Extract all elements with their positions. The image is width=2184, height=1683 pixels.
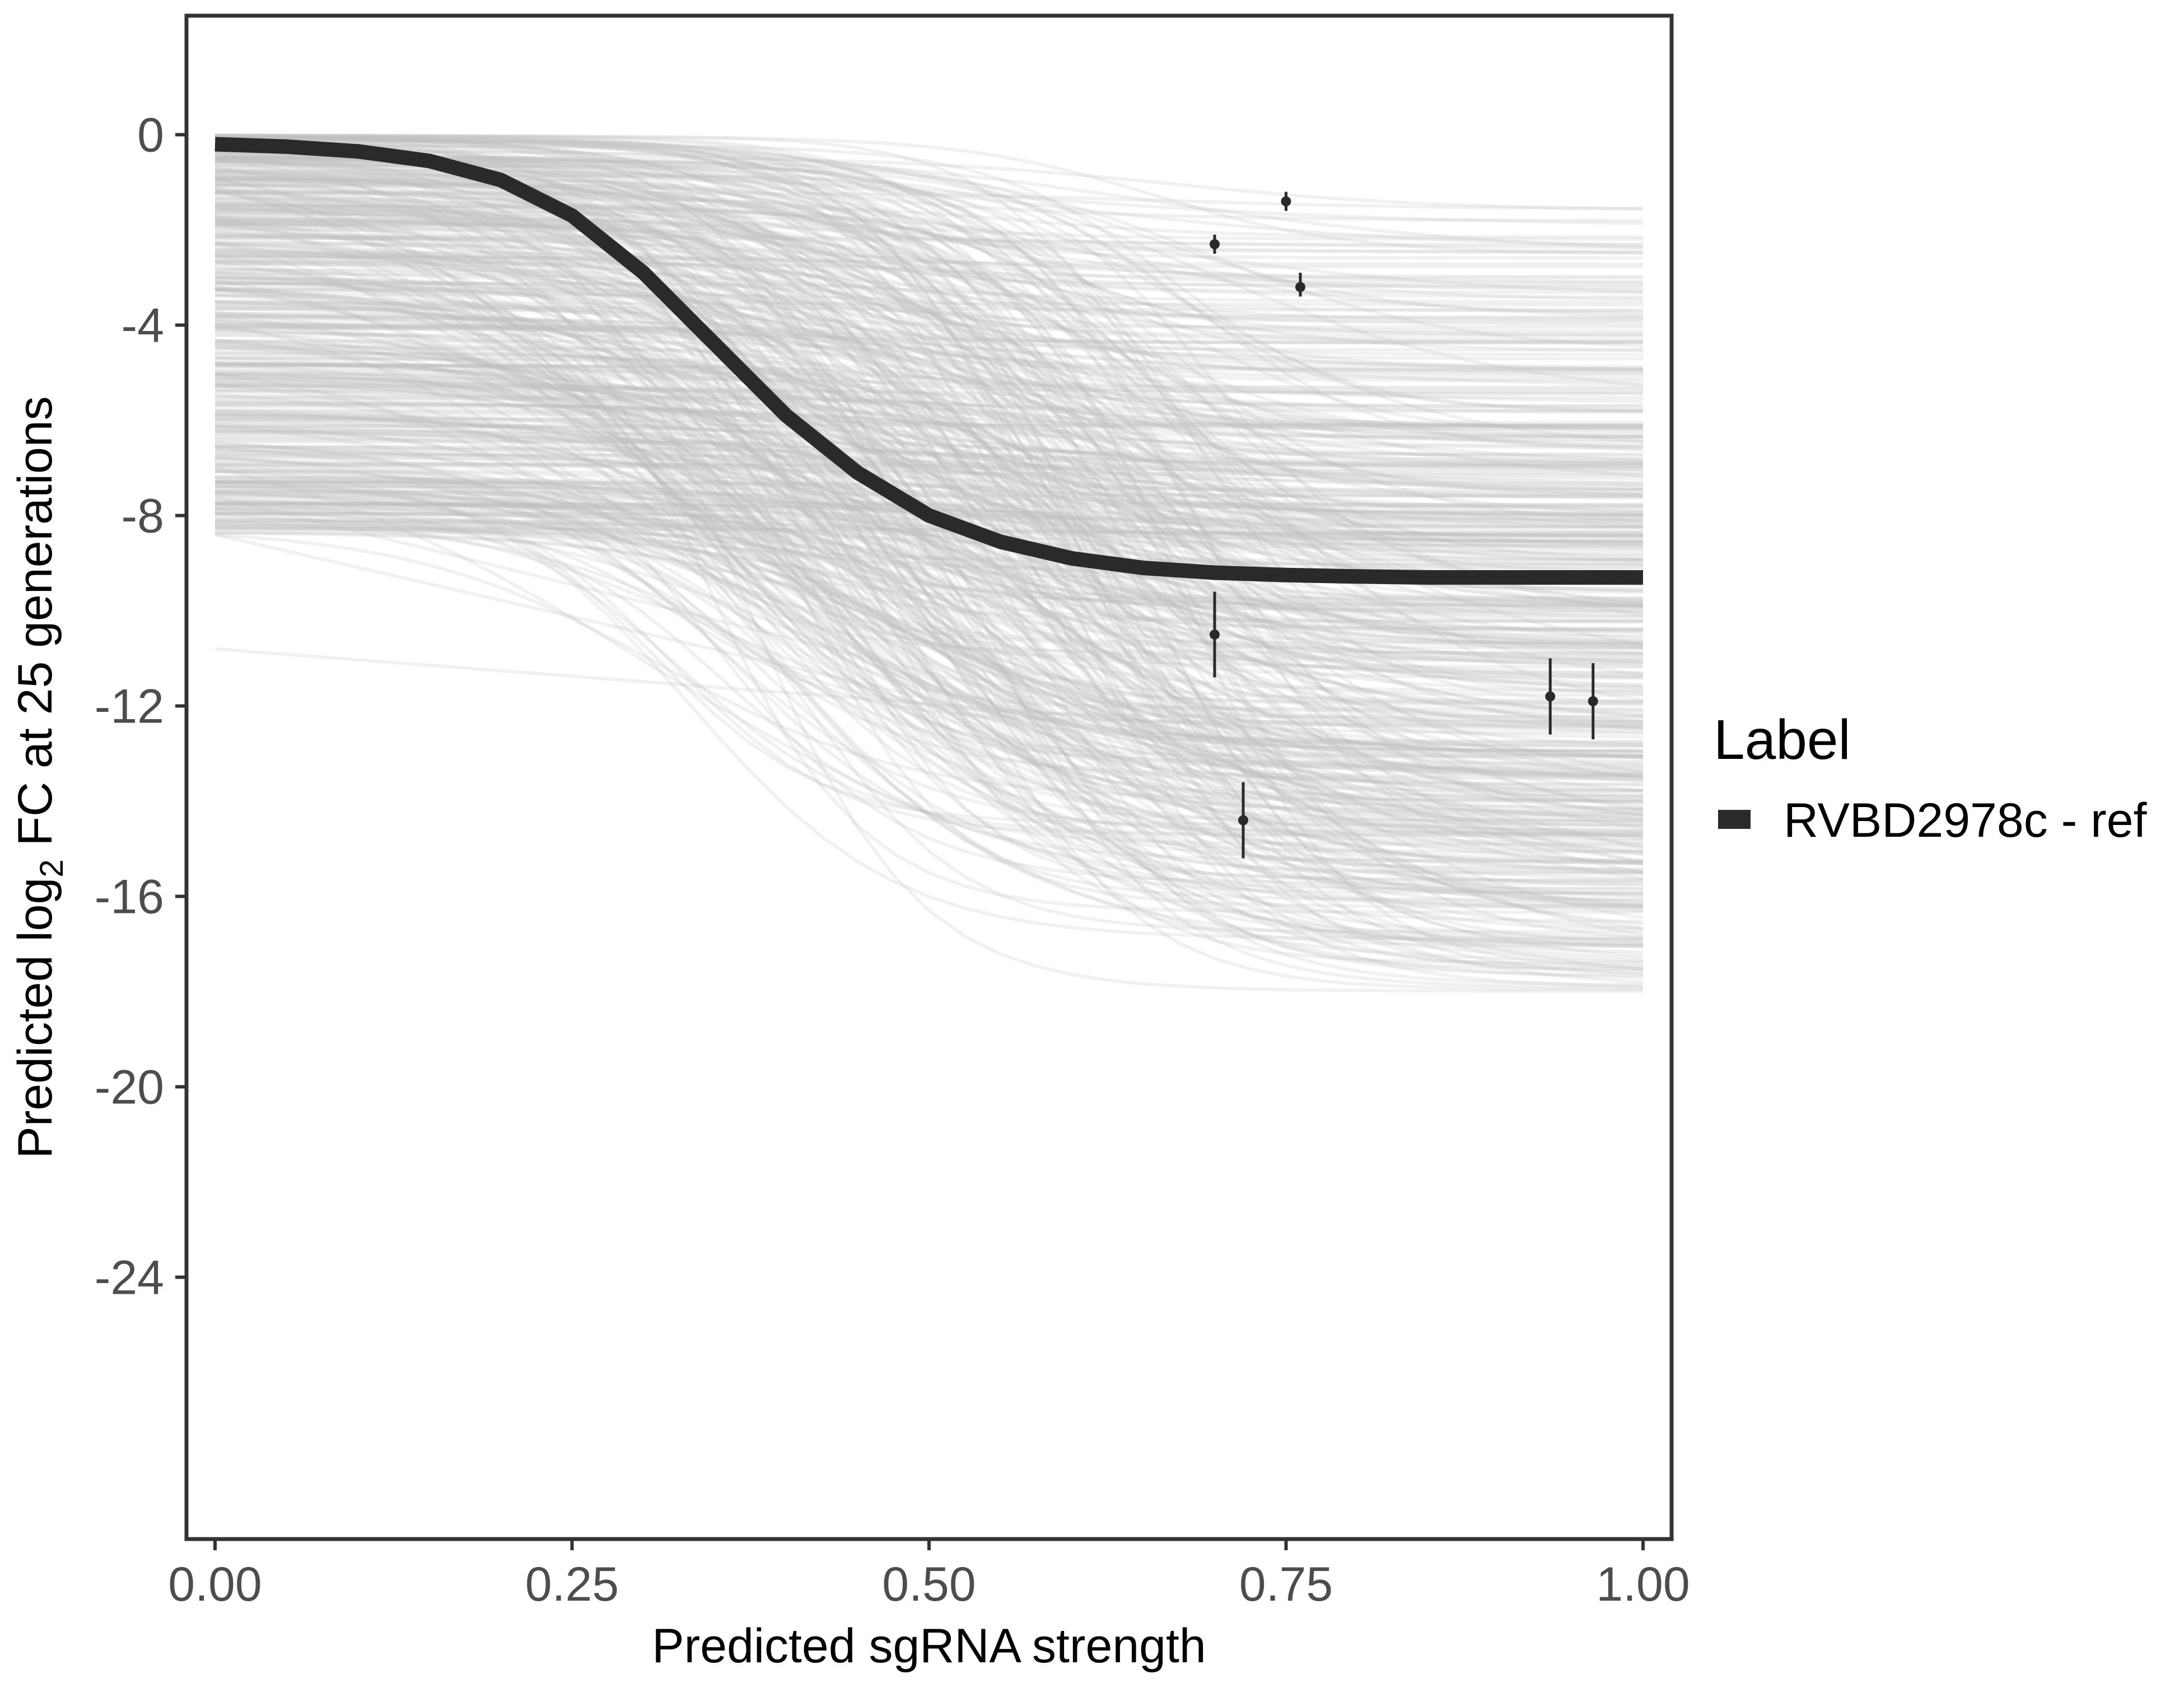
y-tick-label: 0 — [137, 109, 164, 162]
point-marker — [1210, 239, 1220, 249]
x-axis-title: Predicted sgRNA strength — [652, 1619, 1206, 1673]
y-tick-label: -4 — [122, 299, 164, 353]
y-axis: 0 -4 -8 -12 -16 -20 -24 — [95, 109, 186, 1305]
y-tick-label: -20 — [95, 1061, 164, 1115]
x-tick-label: 0.50 — [882, 1558, 976, 1611]
y-tick-label: -8 — [122, 489, 164, 543]
point-marker — [1545, 692, 1555, 702]
legend: Label RVBD2978c - ref — [1714, 708, 2148, 847]
legend-entry-label: RVBD2978c - ref — [1784, 794, 2148, 847]
y-axis-title: Predicted log2 FC at 25 generations — [8, 396, 70, 1158]
legend-key — [1718, 810, 1751, 829]
x-tick-label: 0.00 — [168, 1558, 262, 1611]
point-marker — [1295, 282, 1305, 292]
posterior-curves — [215, 135, 1643, 991]
x-tick-label: 0.25 — [525, 1558, 619, 1611]
y-axis-title-suffix: FC at 25 generations — [8, 396, 62, 859]
point-marker — [1588, 696, 1598, 706]
x-tick-label: 1.00 — [1596, 1558, 1690, 1611]
x-axis: 0.00 0.25 0.50 0.75 1.00 — [168, 1539, 1690, 1611]
point-marker — [1238, 815, 1248, 826]
y-axis-title-prefix: Predicted log — [8, 878, 62, 1159]
y-tick-label: -12 — [95, 680, 164, 734]
legend-title: Label — [1714, 708, 1851, 771]
x-tick-label: 0.75 — [1239, 1558, 1333, 1611]
point-marker — [1281, 197, 1291, 207]
y-tick-label: -24 — [95, 1251, 164, 1305]
y-tick-label: -16 — [95, 870, 164, 924]
y-axis-title-subscript: 2 — [34, 859, 70, 877]
point-marker — [1210, 630, 1220, 640]
